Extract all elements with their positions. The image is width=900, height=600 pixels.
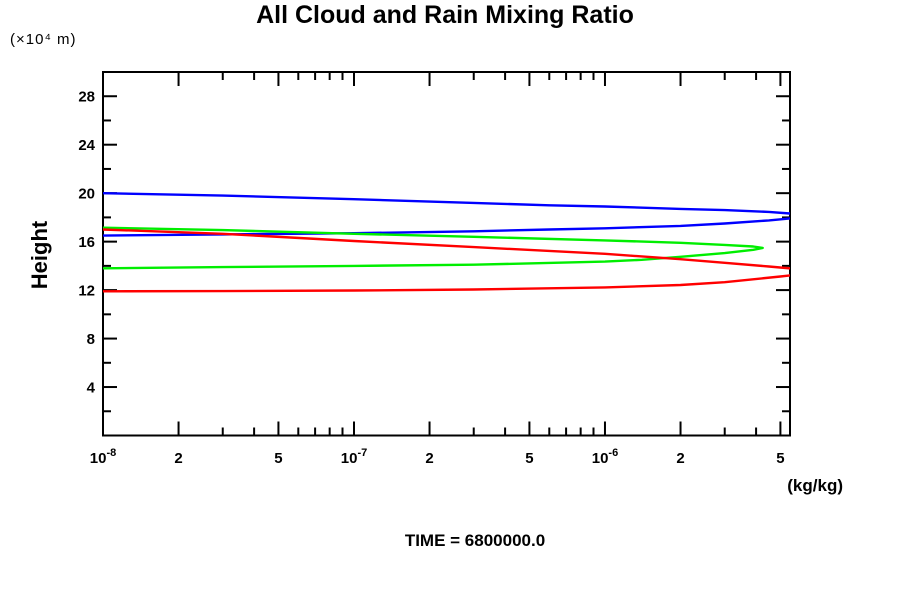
y-tick-label: 4 xyxy=(87,380,96,397)
y-tick-label: 28 xyxy=(78,89,95,106)
plot-frame xyxy=(102,71,791,437)
x-tick-label: 2 xyxy=(174,450,182,467)
x-tick-label: 5 xyxy=(274,450,282,467)
x-tick-label: 2 xyxy=(425,450,433,467)
y-tick-label: 16 xyxy=(78,234,95,251)
x-tick-label: 5 xyxy=(776,450,784,467)
x-tick-label: 10-8 xyxy=(90,447,116,467)
x-tick-label: 2 xyxy=(676,450,684,467)
y-tick-label: 12 xyxy=(78,283,95,300)
y-tick-label: 24 xyxy=(78,137,95,154)
x-axis-unit-label: (kg/kg) xyxy=(787,476,843,495)
x-tick-label: 5 xyxy=(525,450,533,467)
y-tick-label: 20 xyxy=(78,186,95,203)
x-tick-label: 10-6 xyxy=(592,447,618,467)
y-axis-unit-label: (×10⁴ m) xyxy=(10,31,77,48)
y-tick-label: 8 xyxy=(87,331,95,348)
series-blue xyxy=(103,192,790,237)
x-tick-label: 10-7 xyxy=(341,447,367,467)
series-red xyxy=(103,228,790,293)
time-label: TIME = 6800000.0 xyxy=(404,531,546,550)
series-green xyxy=(103,226,764,270)
chart-title: All Cloud and Rain Mixing Ratio xyxy=(256,1,634,29)
